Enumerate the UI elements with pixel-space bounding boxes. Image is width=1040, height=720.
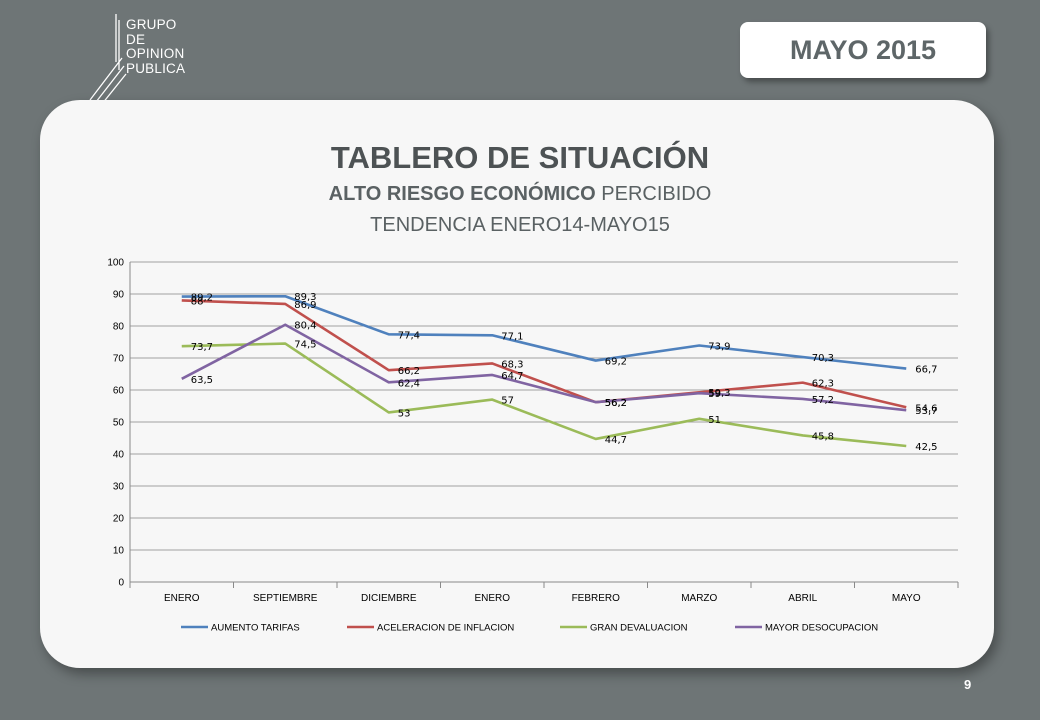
logo-line-3: OPINION [126, 46, 185, 61]
x-tick-label: MAYO [892, 593, 921, 604]
data-label: 44,7 [605, 435, 627, 446]
data-label: 66,2 [398, 366, 420, 377]
page-title: TABLERO DE SITUACIÓN [330, 140, 710, 175]
logo-line-4: PUBLICA [126, 60, 186, 76]
data-label: 54,6 [915, 403, 937, 414]
series-line [181, 299, 907, 409]
y-tick-label: 40 [113, 450, 125, 461]
y-tick-label: 0 [118, 578, 124, 589]
series-line [181, 342, 907, 448]
data-label: 62,4 [398, 378, 420, 389]
data-label: 53,7 [915, 406, 937, 417]
legend-label: AUMENTO TARIFAS [211, 623, 300, 634]
legend-label: GRAN DEVALUACION [590, 623, 688, 634]
data-label: 77,1 [501, 331, 523, 342]
y-tick-label: 20 [113, 514, 125, 525]
subtitle-rest: PERCIBIDO [595, 183, 712, 205]
logo-text: GRUPO DE OPINION PUBLICA [126, 17, 186, 76]
x-tick-label: SEPTIEMBRE [253, 593, 318, 604]
y-tick-label: 50 [113, 418, 125, 429]
data-label: 63,5 [191, 375, 213, 386]
data-label: 69,2 [605, 357, 627, 368]
y-tick-label: 70 [113, 354, 125, 365]
page-number: 9 [964, 677, 972, 692]
data-label: 74,5 [294, 340, 316, 351]
logo-line-2: DE [126, 31, 146, 47]
x-tick-label: ENERO [474, 593, 510, 604]
data-label: 80,4 [294, 321, 316, 332]
data-label: 56,2 [605, 398, 627, 409]
page-subtitle-2: TENDENCIA ENERO14-MAYO15 [370, 214, 670, 236]
data-label: 64,7 [501, 371, 523, 382]
data-label: 86,9 [294, 300, 316, 311]
legend-label: ACELERACION DE INFLACION [377, 623, 514, 634]
legend-label: MAYOR DESOCUPACION [765, 623, 878, 634]
data-label: 57 [501, 396, 514, 407]
data-label: 73,7 [191, 342, 213, 353]
data-label: 89,2 [191, 293, 213, 304]
data-label: 73,9 [708, 342, 730, 353]
y-tick-label: 30 [113, 482, 125, 493]
data-label: 57,2 [812, 395, 834, 406]
data-label: 66,7 [915, 365, 937, 376]
logo-line-1: GRUPO [126, 17, 177, 32]
page-subtitle: ALTO RIESGO ECONÓMICO PERCIBIDO [0, 183, 1040, 206]
x-tick-label: DICIEMBRE [361, 593, 417, 604]
y-tick-label: 100 [107, 258, 124, 269]
data-label: 68,3 [501, 359, 523, 370]
x-tick-label: MARZO [681, 593, 717, 604]
x-tick-label: ENERO [164, 593, 200, 604]
data-label: 53 [398, 408, 411, 419]
data-label: 59 [708, 389, 721, 400]
data-label: 45,8 [812, 431, 834, 442]
y-tick-label: 80 [113, 322, 125, 333]
y-tick-label: 60 [113, 386, 125, 397]
x-tick-label: FEBRERO [572, 593, 621, 604]
y-tick-label: 90 [113, 290, 125, 301]
data-label: 51 [708, 415, 721, 426]
data-label: 56,2 [605, 398, 627, 409]
x-tick-label: ABRIL [788, 593, 817, 604]
subtitle-bold: ALTO RIESGO ECONÓMICO [328, 183, 596, 205]
data-label: 62,3 [812, 379, 834, 390]
data-label: 77,4 [398, 330, 420, 341]
data-label: 70,3 [812, 353, 834, 364]
data-label: 89,3 [294, 292, 316, 303]
content-card [40, 100, 994, 668]
logo-lines [89, 14, 127, 104]
data-label: 88 [191, 296, 204, 307]
data-label: 59,3 [708, 388, 730, 399]
series-line [181, 294, 907, 370]
data-label: 42,5 [915, 442, 937, 453]
y-tick-label: 10 [113, 546, 125, 557]
date-badge: MAYO 2015 [740, 22, 986, 78]
series-line [181, 323, 907, 412]
